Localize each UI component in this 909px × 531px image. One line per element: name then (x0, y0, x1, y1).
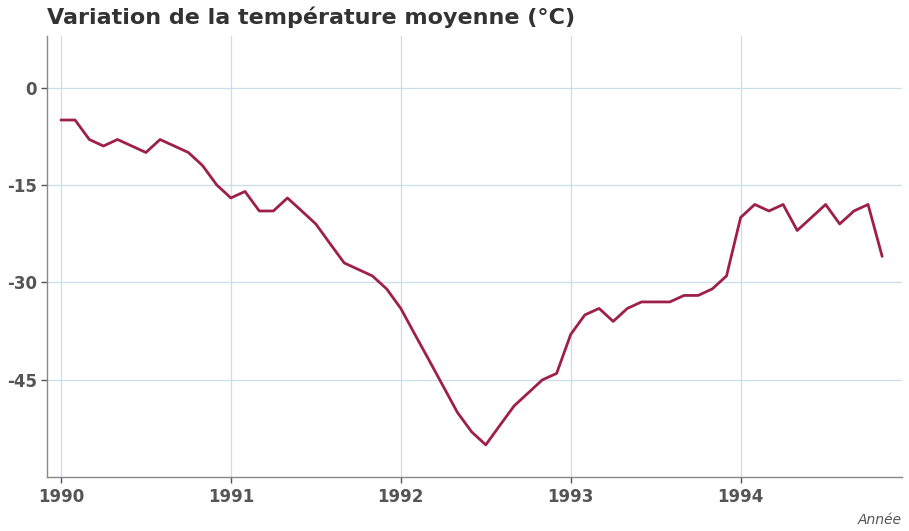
Text: Année: Année (858, 513, 902, 527)
Text: Variation de la température moyenne (°C): Variation de la température moyenne (°C) (47, 7, 575, 29)
